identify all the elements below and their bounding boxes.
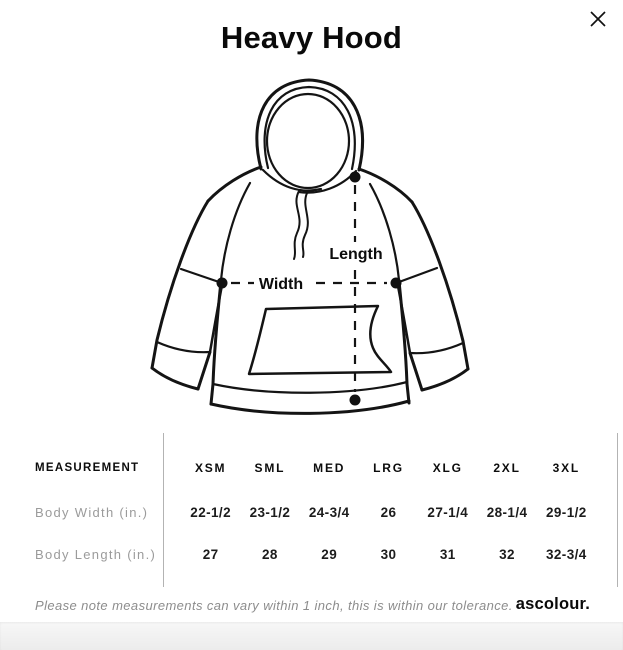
underarm-right-seam: [397, 266, 439, 284]
body-width-lrg: 26: [380, 504, 397, 520]
armhole-right-seam: [368, 182, 401, 282]
page-title: Heavy Hood: [220, 20, 403, 55]
measurement-annotations: Width Length: [216, 171, 402, 406]
column-header-sml: SML: [254, 461, 286, 475]
body-length-med: 29: [321, 546, 338, 562]
hoodie-diagram: Width Length: [150, 78, 470, 415]
cuff-right-inner: [408, 351, 424, 392]
drawstring-right: [301, 192, 309, 258]
sleeve-right-outer: [410, 200, 470, 371]
hood-inner-line: [263, 85, 356, 171]
column-header-2xl: 2XL: [493, 461, 521, 475]
underarm-left-seam: [179, 267, 221, 284]
width-dot-right: [390, 277, 402, 289]
table-divider-right: [617, 433, 618, 587]
body-length-2xl: 32: [499, 546, 515, 562]
table-row-body-width: Body Width (in.) 22-1/2 23-1/2 24-3/4 26…: [0, 492, 623, 532]
width-dot-left: [216, 277, 228, 289]
armhole-left-seam: [219, 181, 252, 282]
length-label: Length: [329, 246, 382, 263]
length-dot-bottom: [349, 394, 361, 406]
hem-seam: [211, 380, 409, 394]
length-dot-top: [349, 171, 361, 183]
body-length-xlg: 31: [439, 546, 456, 562]
hood-opening: [265, 92, 351, 190]
close-icon: [590, 11, 606, 27]
body-width-2xl: 28-1/4: [486, 504, 528, 520]
table-header-row: MEASUREMENT XSM SML MED LRG XLG 2XL 3XL: [0, 430, 623, 506]
hood-outline: [255, 78, 364, 172]
body-length-xsm: 27: [202, 546, 219, 562]
body-width-xlg: 27-1/4: [427, 504, 469, 520]
collar-left: [261, 168, 323, 192]
hem-bottom-edge: [209, 399, 411, 415]
cuff-right-bottom: [420, 367, 470, 392]
body-left-edge: [209, 279, 223, 406]
cuff-left-bottom: [150, 366, 200, 391]
cuff-left-seam: [155, 340, 212, 354]
table-divider-left: [163, 433, 164, 587]
body-length-lrg: 30: [380, 546, 397, 562]
row-label-body-length: Body Length (in.): [35, 546, 157, 562]
table-row-body-length: Body Length (in.) 27 28 29 30 31 32 32-3…: [0, 534, 623, 574]
shoulder-right: [357, 167, 414, 204]
page-background: [0, 622, 623, 650]
body-length-sml: 28: [262, 546, 278, 562]
width-label: Width: [259, 276, 303, 293]
cuff-right-seam: [408, 341, 465, 355]
body-width-med: 24-3/4: [308, 504, 350, 520]
column-header-measurement: MEASUREMENT: [35, 462, 140, 474]
column-header-lrg: LRG: [373, 461, 404, 475]
drawstring-left: [293, 190, 301, 260]
column-header-med: MED: [313, 461, 346, 475]
column-header-xlg: XLG: [432, 461, 463, 475]
sleeve-left-outer: [150, 199, 210, 370]
width-label-backdrop: [254, 271, 309, 294]
kangaroo-pocket: [247, 304, 393, 376]
shoulder-left: [206, 165, 263, 203]
row-label-body-width: Body Width (in.): [35, 504, 149, 520]
size-table: MEASUREMENT XSM SML MED LRG XLG 2XL 3XL …: [0, 430, 623, 590]
body-width-3xl: 29-1/2: [545, 504, 587, 520]
length-label-backdrop: [327, 242, 385, 264]
column-header-3xl: 3XL: [552, 461, 581, 475]
close-button[interactable]: [585, 6, 611, 32]
cuff-left-inner: [196, 350, 212, 391]
brand-logo: ascolour.: [515, 595, 590, 613]
column-header-xsm: XSM: [194, 461, 227, 475]
body-length-3xl: 32-3/4: [545, 546, 587, 562]
tolerance-note: Please note measurements can vary within…: [35, 598, 513, 613]
body-width-sml: 23-1/2: [249, 504, 291, 520]
body-width-xsm: 22-1/2: [190, 504, 231, 520]
